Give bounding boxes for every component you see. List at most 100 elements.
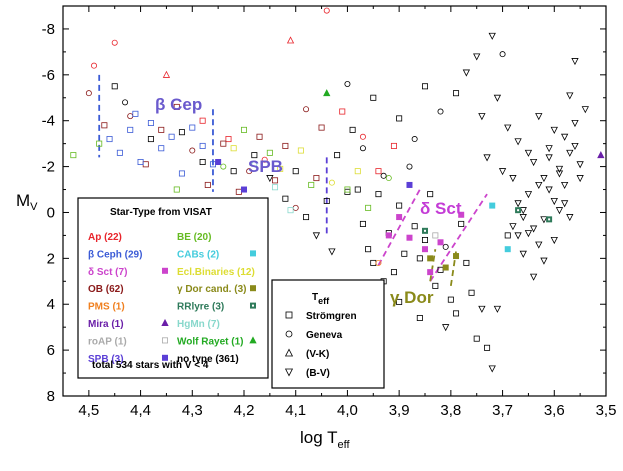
- point-no-type-361: [230, 168, 237, 175]
- point-rrlyre-3-dot: [424, 229, 426, 232]
- point-no-type-361: [555, 170, 564, 178]
- legend-entry-label: γ Dor cand. (3): [177, 284, 246, 295]
- legend-entry-label: Mira (1): [88, 319, 124, 330]
- point--ceph-29: [158, 145, 165, 152]
- point-no-type-361: [545, 186, 553, 194]
- star-type-legend: Star-Type from VISAT Ap (22) β Ceph (29) δ…: [77, 197, 269, 379]
- x-tick-label: 3,6: [544, 402, 565, 419]
- point-no-type-361: [401, 250, 408, 257]
- point-no-type-361: [509, 223, 517, 231]
- point-ecl-binaries-12: [297, 147, 304, 154]
- point-hgmn-7: [251, 161, 258, 168]
- x-tick-label: 3,8: [440, 402, 461, 419]
- point-no-type-361: [312, 232, 321, 240]
- legend-entry-label: OB (62): [88, 284, 124, 295]
- point-ecl-binaries-12: [328, 179, 335, 186]
- point-no-type-361: [529, 225, 538, 233]
- teff-method-legend: Teff Strömgren Geneva (V-K) (B-V): [271, 279, 385, 389]
- point-no-type-361: [447, 296, 454, 303]
- point-no-type-361: [576, 161, 584, 169]
- teff-legend-title-main: T: [312, 292, 318, 303]
- point-no-type-361: [442, 243, 449, 250]
- point-be-20: [344, 186, 351, 193]
- boundary-delta-sct-red: [429, 193, 488, 282]
- x-tick-label: 3,5: [596, 402, 617, 419]
- point-no-type-361: [323, 197, 330, 204]
- point-no-type-361: [421, 83, 428, 90]
- point-no-type-361: [421, 236, 428, 243]
- point-ob-62: [220, 140, 227, 147]
- legend-entry-marker-dot: [252, 304, 254, 307]
- legend-entry-label: HgMn (7): [177, 319, 220, 330]
- point-no-type-361: [390, 269, 397, 276]
- point-hgmn-7: [272, 184, 279, 191]
- x-tick-label: 4,3: [182, 402, 203, 419]
- point-no-type-361: [292, 168, 299, 175]
- point-no-type-361: [571, 142, 579, 151]
- boundary-gamma-dor-red: [449, 251, 457, 287]
- teff-legend-marker-triangle-down: [284, 368, 294, 377]
- point-ob-62: [127, 113, 134, 120]
- point-no-type-361: [365, 246, 372, 253]
- point-no-type-361: [199, 158, 206, 165]
- legend-entry-marker: [161, 354, 168, 361]
- point-no-type-361: [524, 191, 533, 199]
- point-ob-62: [101, 122, 108, 129]
- point-no-type-361: [488, 365, 496, 373]
- point-no-type-361: [519, 250, 527, 258]
- svg-text:log Teff: log Teff: [300, 428, 350, 451]
- point-pms-1: [375, 259, 382, 266]
- y-tick-label: 8: [47, 388, 55, 405]
- point-ecl-binaries-12: [354, 168, 361, 175]
- y-tick-label: 2: [47, 250, 55, 267]
- legend-entry-label: roAP (1): [88, 336, 127, 347]
- point--dor-cand-3: [453, 253, 460, 260]
- point-no-type-361: [354, 186, 361, 193]
- point-no-type-361: [303, 214, 310, 221]
- point-no-type-361: [560, 181, 569, 190]
- point-ap-22: [323, 7, 330, 14]
- x-tick-label: 3,7: [492, 402, 513, 419]
- point--sct-7: [427, 269, 434, 276]
- x-tick-label: 4,5: [78, 402, 99, 419]
- x-tick-label: 4,0: [337, 402, 358, 419]
- point-no-type-361: [122, 99, 129, 106]
- point-no-type-361: [555, 207, 564, 215]
- x-tick-labels: 4,5 4,4 4,3 4,2 4,1 4,0 3,9 3,8 3,7 3,6 3,5: [78, 402, 616, 419]
- svg-text:Teff: Teff: [312, 292, 330, 306]
- legend-entry-label: RRlyre (3): [177, 302, 224, 313]
- point-no-type-361: [550, 197, 558, 206]
- legend-entry-label: SPB (3): [88, 354, 124, 365]
- point-ap-22: [225, 136, 232, 143]
- region-label-beta-cep: β Cep: [155, 95, 202, 114]
- legend-entry-marker: [249, 302, 256, 309]
- x-tick-label: 4,4: [130, 402, 151, 419]
- point-ob-62: [256, 133, 263, 140]
- legend-entry-label: Wolf Rayet (1): [177, 336, 244, 347]
- x-tick-label: 4,1: [285, 402, 306, 419]
- point-ob-62: [142, 161, 149, 168]
- point-no-type-361: [499, 51, 506, 58]
- point-no-type-361: [566, 149, 574, 157]
- point-no-type-361: [473, 335, 480, 342]
- point-no-type-361: [483, 154, 491, 162]
- y-axis-label-main: M: [16, 191, 30, 210]
- point-be-20: [266, 149, 273, 156]
- point-no-type-361: [540, 216, 548, 224]
- point-ob-62: [246, 168, 253, 175]
- point-ob-62: [235, 188, 242, 195]
- legend-entry-label: δ Sct (7): [88, 267, 127, 278]
- point-no-type-361: [571, 120, 579, 128]
- point-no-type-361: [540, 257, 548, 265]
- point-no-type-361: [571, 58, 579, 66]
- point-no-type-361: [380, 172, 387, 179]
- teff-legend-label: Strömgren: [306, 311, 357, 322]
- point-no-type-361: [411, 136, 418, 143]
- point--ceph-29: [147, 120, 154, 127]
- point-ap-22: [339, 108, 346, 115]
- point-no-type-361: [328, 248, 336, 256]
- point-no-type-361: [411, 223, 418, 230]
- y-tick-labels: -8 -6 -4 -2 0 2 4 6 8: [42, 21, 55, 405]
- point-roap-1: [432, 232, 439, 239]
- point-no-type-361: [514, 232, 522, 240]
